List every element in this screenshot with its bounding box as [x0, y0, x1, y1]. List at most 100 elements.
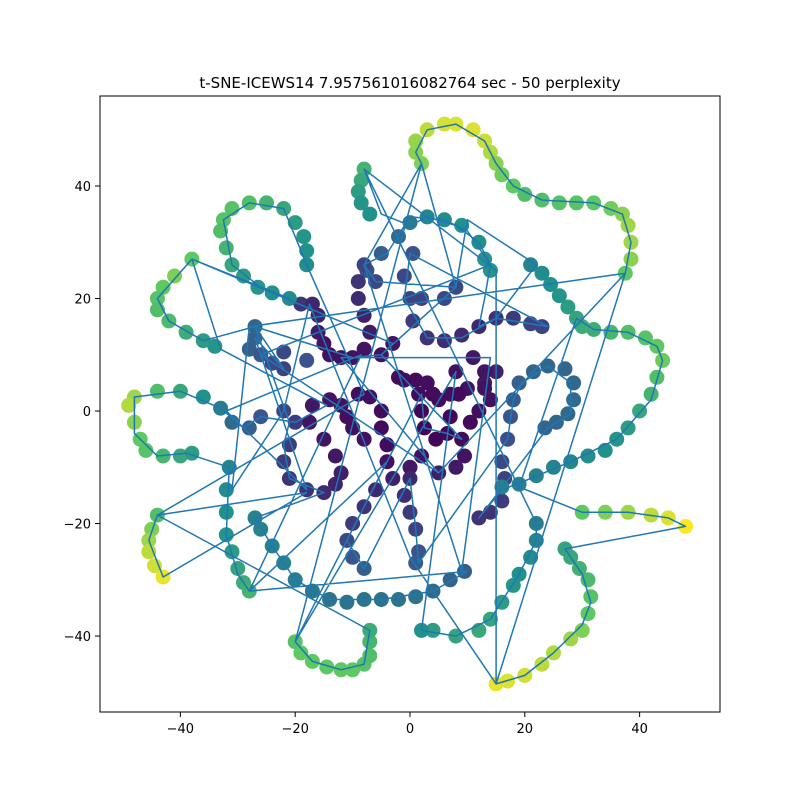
data-point	[494, 493, 510, 509]
data-point	[339, 409, 355, 425]
data-point	[517, 186, 533, 202]
data-point	[566, 375, 582, 391]
data-point	[580, 572, 596, 588]
data-point	[345, 549, 361, 565]
x-tick-label: 40	[631, 722, 648, 737]
data-point	[350, 291, 366, 306]
data-point	[457, 448, 472, 464]
data-point	[580, 448, 596, 464]
y-axis: −40 −20 0 20 40	[64, 180, 100, 645]
data-point	[566, 392, 582, 408]
data-point	[172, 448, 188, 464]
data-point	[302, 414, 317, 430]
data-point	[327, 448, 343, 464]
data-point	[534, 656, 550, 672]
y-tick-label: 40	[74, 180, 91, 195]
data-point	[141, 544, 157, 560]
data-point	[339, 594, 355, 610]
x-tick-label: 20	[517, 722, 534, 737]
data-point	[560, 299, 576, 315]
data-point	[396, 487, 412, 503]
data-point	[402, 459, 418, 475]
data-point	[345, 516, 361, 531]
data-point	[218, 240, 234, 256]
data-point	[583, 589, 599, 605]
data-point	[296, 229, 312, 245]
data-point	[259, 195, 274, 211]
data-point	[419, 375, 435, 391]
data-point	[574, 622, 590, 638]
data-point	[373, 246, 389, 261]
data-point	[293, 645, 309, 661]
data-point	[362, 634, 378, 650]
data-point	[310, 307, 326, 323]
data-point	[603, 201, 619, 216]
y-tick-label: 0	[83, 405, 91, 420]
data-point	[405, 313, 421, 329]
data-point	[195, 389, 211, 405]
data-point	[241, 341, 257, 357]
data-point	[350, 184, 366, 200]
data-point	[448, 459, 464, 475]
data-point	[425, 622, 441, 638]
x-tick-label: 0	[406, 722, 414, 737]
data-point	[462, 414, 478, 430]
data-point	[224, 414, 240, 430]
data-point	[368, 482, 384, 498]
data-point	[149, 383, 165, 399]
data-point	[494, 167, 510, 183]
data-point	[511, 375, 527, 391]
data-point	[632, 403, 648, 419]
data-point	[147, 558, 162, 574]
data-point	[373, 403, 389, 419]
data-point	[353, 195, 369, 211]
data-point	[477, 381, 493, 396]
data-point	[121, 397, 137, 413]
y-tick-label: −40	[64, 630, 91, 645]
data-point	[391, 592, 406, 607]
data-point	[391, 369, 406, 385]
data-point	[643, 386, 659, 402]
data-point	[494, 454, 510, 470]
data-point	[637, 330, 653, 346]
data-point	[356, 341, 372, 357]
data-point	[356, 431, 372, 447]
x-axis: −40 −20 0 20 40	[167, 712, 648, 737]
data-point	[408, 372, 424, 388]
data-point	[620, 420, 636, 436]
data-point	[362, 389, 378, 405]
data-point	[396, 268, 412, 284]
data-point	[425, 386, 441, 402]
y-tick-label: −20	[64, 518, 91, 533]
x-tick-label: −40	[167, 722, 194, 737]
data-point	[241, 420, 257, 436]
x-tick-label: −20	[281, 722, 308, 737]
trajectory-polyline	[133, 123, 687, 685]
data-point	[482, 392, 498, 408]
data-point	[454, 327, 470, 343]
data-point	[350, 274, 366, 290]
data-point	[402, 504, 418, 520]
data-point	[230, 561, 246, 576]
data-point	[436, 333, 452, 349]
data-point	[333, 465, 349, 481]
data-point	[623, 251, 639, 267]
data-point	[408, 589, 424, 605]
data-point	[373, 420, 389, 436]
data-point	[505, 310, 521, 326]
data-point	[138, 442, 154, 458]
data-point	[563, 631, 579, 647]
data-point	[451, 386, 467, 402]
data-point	[155, 279, 171, 295]
plot-frame	[99, 95, 721, 713]
data-point	[414, 403, 429, 419]
data-point	[299, 352, 315, 368]
y-tick-label: 20	[74, 293, 91, 308]
data-point	[428, 431, 444, 447]
trajectory-line	[133, 123, 687, 685]
data-point	[551, 195, 567, 211]
data-point	[218, 504, 234, 520]
data-point	[319, 659, 335, 675]
chart-title: t-SNE-ICEWS14 7.957561016082764 sec - 50…	[199, 74, 620, 92]
